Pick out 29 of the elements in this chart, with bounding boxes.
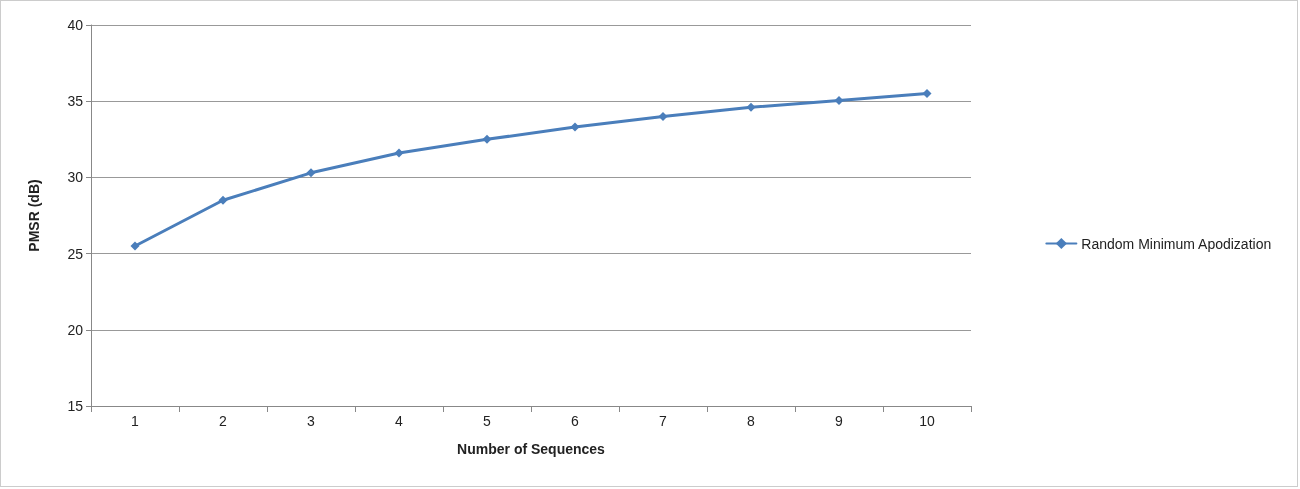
y-axis-title: PMSR (dB) xyxy=(26,179,42,252)
y-tick-label: 30 xyxy=(67,169,84,186)
x-tick-label: 6 xyxy=(571,413,580,429)
y-tick-label: 35 xyxy=(67,93,84,110)
point xyxy=(482,134,492,144)
point xyxy=(746,102,756,112)
x-axis-title: Number of Sequences xyxy=(457,441,606,457)
x-tick-label: 2 xyxy=(219,413,228,429)
legend-label: Random Minimum Apodization xyxy=(1081,235,1272,252)
y-tick-label: 20 xyxy=(67,321,84,338)
point xyxy=(570,122,580,132)
y-tick-label: 15 xyxy=(67,398,84,414)
point xyxy=(218,195,228,205)
point xyxy=(306,168,316,178)
y-tick-label: 25 xyxy=(67,245,84,262)
x-tick-label: 7 xyxy=(659,413,668,429)
point xyxy=(834,95,844,105)
x-tick-label: 4 xyxy=(395,413,404,429)
point xyxy=(394,148,404,158)
x-tick-label: 3 xyxy=(307,413,316,429)
point xyxy=(130,241,140,251)
point xyxy=(922,89,932,99)
x-tick-label: 1 xyxy=(131,413,140,429)
x-tick-label: 5 xyxy=(483,413,492,429)
x-tick-label: 9 xyxy=(835,413,844,429)
point xyxy=(658,111,668,121)
y-tick-label: 40 xyxy=(67,17,84,33)
x-tick-label: 8 xyxy=(747,413,756,429)
x-tick-label: 10 xyxy=(919,413,935,429)
